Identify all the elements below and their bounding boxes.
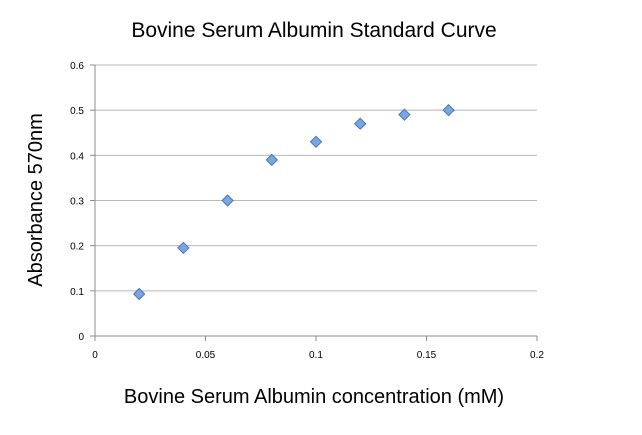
data-point — [132, 287, 146, 301]
y-tick-label: 0.3 — [70, 197, 84, 208]
data-point — [442, 103, 455, 117]
y-tick-label: 0.1 — [70, 287, 84, 298]
y-tick-label: 0.5 — [70, 106, 84, 117]
data-point — [265, 153, 279, 167]
y-tick-label: 0 — [78, 332, 84, 343]
x-axis-label: Bovine Serum Albumin concentration (mM) — [124, 386, 504, 408]
x-tick-label: 0.2 — [530, 350, 544, 361]
chart-title: Bovine Serum Albumin Standard Curve — [131, 19, 496, 42]
x-tick-label: 0.15 — [417, 350, 437, 361]
data-point — [309, 135, 323, 148]
data-point — [177, 241, 190, 255]
data-point — [221, 194, 234, 207]
y-tick-label: 0.6 — [70, 61, 84, 72]
plot-area: 0 0.1 0.2 0.3 0.4 0.5 0.6 0 0.05 0.1 0.15 0.2 — [70, 61, 544, 361]
data-point — [353, 117, 367, 130]
data-point — [398, 108, 411, 121]
x-tick-label: 0.05 — [196, 350, 216, 361]
y-tick-label: 0.2 — [70, 242, 84, 253]
x-tick-label: 0.1 — [309, 350, 323, 361]
y-tick-label: 0.4 — [70, 151, 84, 162]
y-axis-label: Absorbance 570nm — [25, 113, 47, 286]
x-tick-label: 0 — [92, 350, 98, 361]
